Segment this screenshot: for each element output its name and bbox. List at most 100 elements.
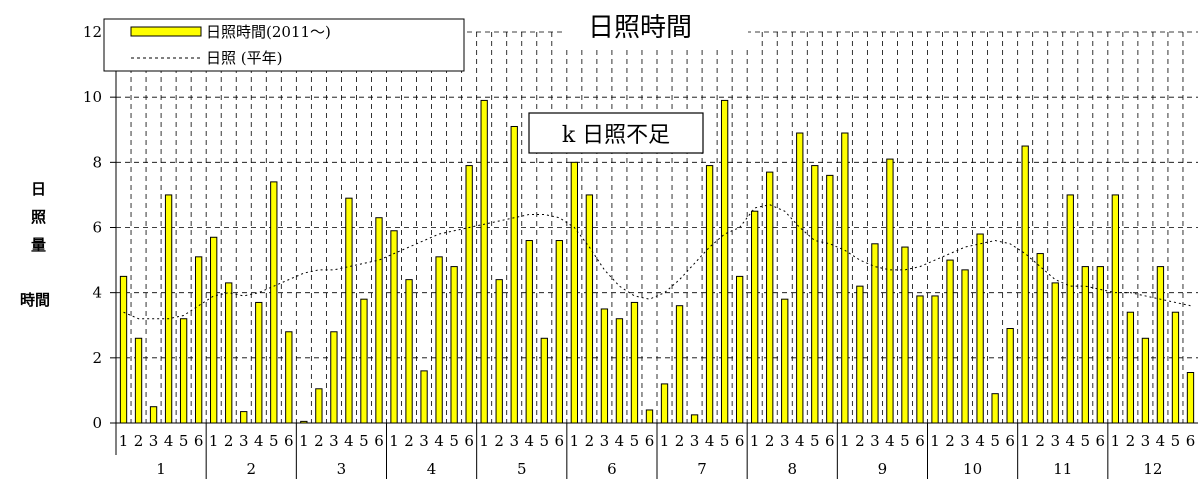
month-label: 6 <box>607 460 617 478</box>
sunshine-bar <box>495 279 503 424</box>
pentad-label: 2 <box>945 432 955 450</box>
pentad-label: 3 <box>419 432 429 450</box>
month-label: 11 <box>1053 460 1072 478</box>
month-label: 8 <box>787 460 797 478</box>
sunshine-bar <box>1096 266 1104 424</box>
pentad-label: 1 <box>1020 432 1030 450</box>
sunshine-bar <box>179 318 188 424</box>
month-label: 7 <box>697 460 707 478</box>
month-label: 9 <box>878 460 888 478</box>
sunshine-bar <box>164 194 173 424</box>
pentad-label: 3 <box>1141 432 1151 450</box>
sunshine-bar <box>720 99 729 424</box>
sunshine-bar <box>360 298 368 424</box>
y-axis-label-char-2: 照 <box>31 208 47 226</box>
pentad-label: 5 <box>359 432 369 450</box>
pentad-label: 5 <box>900 432 910 450</box>
pentad-label: 3 <box>329 432 339 450</box>
pentad-label: 5 <box>540 432 550 450</box>
pentad-label: 1 <box>660 432 670 450</box>
sunshine-bar <box>255 301 263 424</box>
pentad-label: 3 <box>149 432 159 450</box>
pentad-label: 4 <box>344 432 354 450</box>
pentad-label: 3 <box>690 432 700 450</box>
pentad-label: 6 <box>194 432 204 450</box>
pentad-label: 5 <box>990 432 1000 450</box>
pentad-label: 5 <box>720 432 730 450</box>
sunshine-bar <box>330 331 338 424</box>
sunshine-bar <box>916 295 924 424</box>
sunshine-bar <box>1186 372 1195 424</box>
pentad-label: 5 <box>449 432 459 450</box>
sunshine-bar <box>751 210 759 424</box>
sunshine-bar <box>976 233 984 424</box>
pentad-label: 4 <box>885 432 895 450</box>
y-tick-label: 12 <box>83 23 102 41</box>
sunshine-bar <box>540 337 548 424</box>
pentad-label: 2 <box>765 432 775 450</box>
month-label: 10 <box>963 460 982 478</box>
sunshine-bar <box>345 197 353 424</box>
sunshine-bar <box>690 414 699 424</box>
pentad-label: 4 <box>1156 432 1166 450</box>
sunshine-bar <box>270 181 278 424</box>
pentad-label: 5 <box>269 432 279 450</box>
y-axis-label-char-1: 日 <box>31 180 47 198</box>
sunshine-bar <box>149 406 158 424</box>
pentad-label: 2 <box>1126 432 1136 450</box>
pentad-label: 2 <box>494 432 504 450</box>
sunshine-bar <box>1141 337 1150 424</box>
legend-line-label: 日照 (平年) <box>206 49 282 67</box>
sunshine-bar <box>796 132 804 424</box>
sunshine-bar <box>555 240 563 424</box>
sunshine-bar <box>841 132 849 424</box>
pentad-label: 6 <box>1005 432 1015 450</box>
legend-bar-swatch <box>130 26 202 37</box>
pentad-label: 1 <box>389 432 399 450</box>
sunshine-bar <box>826 174 834 424</box>
sunshine-bar <box>781 298 789 424</box>
sunshine-bar <box>405 279 413 424</box>
sunshine-bar <box>390 230 398 424</box>
pentad-label: 4 <box>254 432 264 450</box>
pentad-label: 5 <box>179 432 189 450</box>
normal-line-layer <box>123 204 1191 320</box>
sunshine-bar <box>315 388 323 424</box>
y-tick-label: 0 <box>92 414 102 432</box>
sunshine-bar <box>465 165 473 424</box>
pentad-label: 1 <box>119 432 129 450</box>
pentad-label: 1 <box>930 432 940 450</box>
sunshine-bar <box>931 295 939 424</box>
grid-layer <box>116 31 1198 423</box>
sunshine-bar <box>210 236 218 424</box>
y-tick-label: 4 <box>92 284 102 302</box>
sunshine-bar <box>961 269 969 424</box>
pentad-label: 1 <box>209 432 219 450</box>
sunshine-bar <box>1036 253 1044 424</box>
pentad-label: 1 <box>479 432 489 450</box>
pentad-label: 1 <box>750 432 760 450</box>
sunshine-bar <box>285 331 293 424</box>
pentad-label: 3 <box>870 432 880 450</box>
pentad-label: 6 <box>1096 432 1106 450</box>
sunshine-bar <box>871 243 879 424</box>
pentad-label: 3 <box>600 432 610 450</box>
pentad-label: 2 <box>855 432 865 450</box>
pentad-label: 1 <box>840 432 850 450</box>
pentad-label: 3 <box>239 432 249 450</box>
sunshine-bar <box>435 256 443 424</box>
pentad-label: 3 <box>960 432 970 450</box>
sunshine-bar <box>991 393 999 424</box>
month-label: 12 <box>1143 460 1162 478</box>
pentad-label: 4 <box>975 432 985 450</box>
pentad-label: 1 <box>570 432 580 450</box>
month-label: 5 <box>517 460 527 478</box>
annotation-text: k 日照不足 <box>562 123 670 148</box>
sunshine-bar <box>901 246 909 424</box>
pentad-label: 2 <box>224 432 234 450</box>
chart-title: 日照時間 <box>588 13 692 43</box>
sunshine-bar <box>675 305 684 424</box>
sunshine-bar <box>525 240 533 424</box>
